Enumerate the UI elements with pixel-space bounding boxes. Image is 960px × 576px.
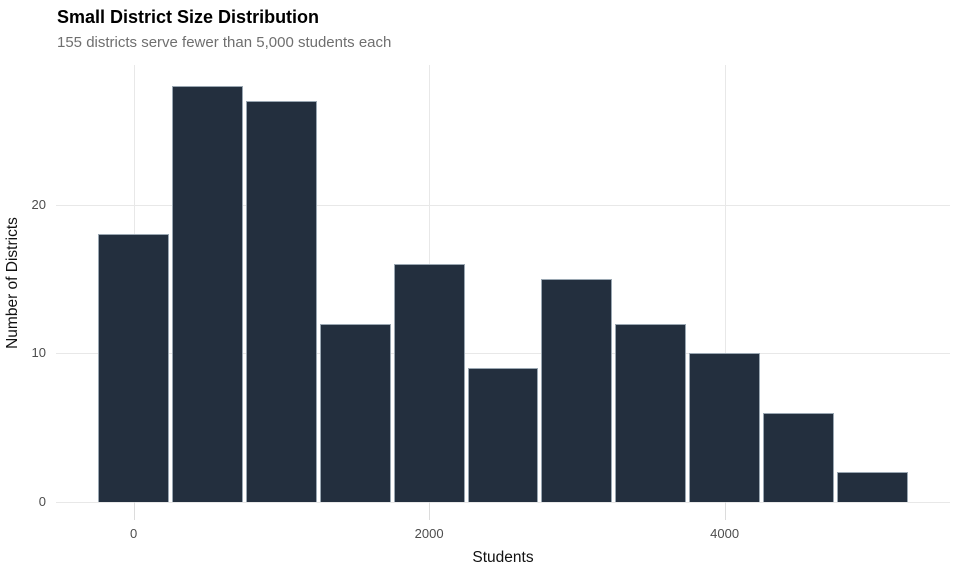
chart-subtitle: 155 districts serve fewer than 5,000 stu…	[57, 34, 392, 51]
y-gridline-20	[56, 204, 950, 206]
histogram-bar-4000	[689, 353, 761, 502]
histogram-bar-5000	[836, 472, 908, 502]
histogram-bar-1000	[245, 100, 317, 502]
y-axis-title: Number of Districts	[4, 217, 21, 349]
histogram-bar-0	[98, 234, 169, 502]
x-axis-title: Students	[472, 549, 534, 566]
chart-title: Small District Size Distribution	[57, 7, 320, 27]
histogram-bar-3500	[615, 323, 687, 502]
x-tick-mark-0	[133, 502, 135, 520]
x-tick-mark-4000	[724, 502, 726, 520]
histogram-bar-3000	[541, 279, 613, 502]
plot-panel	[56, 65, 950, 503]
histogram-bar-1500	[319, 323, 391, 502]
histogram-bar-500	[172, 85, 243, 502]
histogram-bar-2500	[467, 368, 539, 502]
y-tick-label-0: 0	[38, 494, 46, 509]
y-gridline-10	[56, 353, 950, 355]
x-tick-label-4000: 4000	[710, 526, 740, 541]
x-tick-label-0: 0	[129, 526, 138, 541]
y-gridline-0	[56, 502, 950, 503]
x-tick-label-2000: 2000	[414, 526, 444, 541]
y-tick-label-10: 10	[31, 345, 46, 361]
y-tick-label-20: 20	[31, 196, 46, 212]
histogram-bar-2000	[393, 264, 465, 502]
histogram-bar-4500	[763, 412, 834, 502]
x-tick-mark-2000	[429, 502, 431, 520]
x-gridline-4000	[724, 65, 726, 502]
